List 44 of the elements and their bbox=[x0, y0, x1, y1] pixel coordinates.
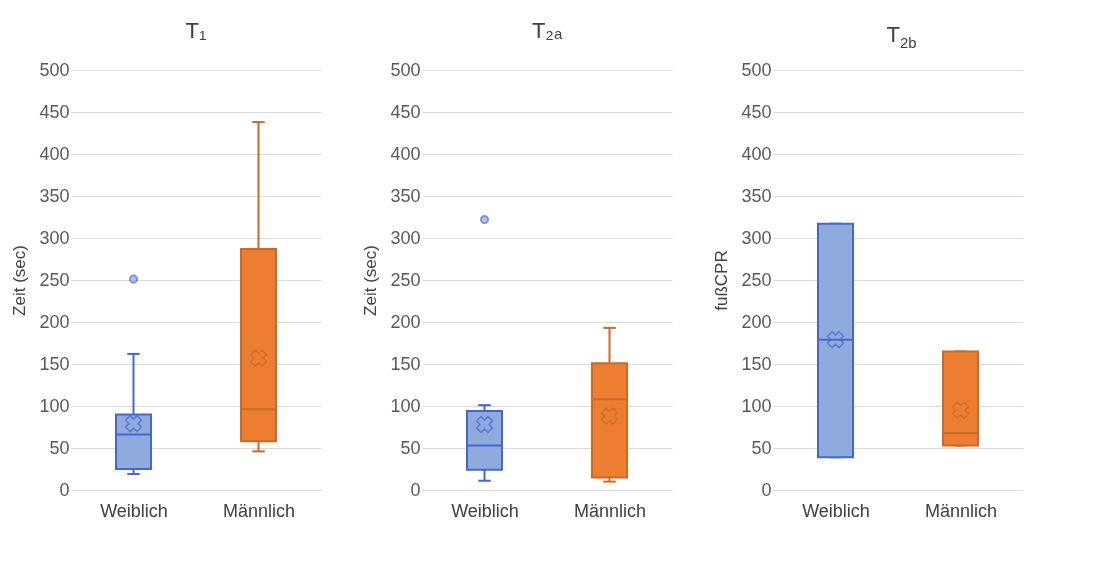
x-tick-label: Weiblich bbox=[802, 500, 870, 521]
x-tick-label: Männlich bbox=[573, 500, 647, 521]
y-tick-label: 50 bbox=[400, 437, 421, 458]
y-tick-label: 200 bbox=[390, 311, 421, 332]
y-tick-label: 300 bbox=[741, 227, 772, 248]
y-tick-label: 0 bbox=[410, 479, 421, 500]
y-tick-label: 50 bbox=[49, 437, 70, 458]
y-tick-label: 250 bbox=[39, 269, 70, 290]
x-tick-label: Weiblich bbox=[100, 500, 168, 521]
y-tick-label: 300 bbox=[39, 227, 70, 248]
y-tick-label: 450 bbox=[741, 101, 772, 122]
y-tick-label: 400 bbox=[390, 143, 421, 164]
x-tick-label: Männlich bbox=[222, 500, 296, 521]
y-tick-label: 350 bbox=[390, 185, 421, 206]
y-tick-label: 350 bbox=[39, 185, 70, 206]
x-tick-label: Weiblich bbox=[451, 500, 519, 521]
y-axis-title: Zeit (sec) bbox=[361, 245, 381, 316]
y-tick-label: 450 bbox=[39, 101, 70, 122]
y-tick-label: 250 bbox=[741, 269, 772, 290]
y-axis-title: fußCPR bbox=[712, 250, 732, 311]
y-tick-label: 500 bbox=[39, 59, 70, 80]
y-tick-label: 150 bbox=[39, 353, 70, 374]
y-tick-label: 50 bbox=[751, 437, 772, 458]
y-tick-label: 400 bbox=[39, 143, 70, 164]
chart-title: T₂ₐ bbox=[531, 18, 563, 43]
y-tick-label: 200 bbox=[39, 311, 70, 332]
y-tick-label: 350 bbox=[741, 185, 772, 206]
y-tick-label: 450 bbox=[390, 101, 421, 122]
y-tick-label: 100 bbox=[741, 395, 772, 416]
y-tick-label: 150 bbox=[390, 353, 421, 374]
y-axis-title: Zeit (sec) bbox=[10, 245, 30, 316]
y-tick-label: 400 bbox=[741, 143, 772, 164]
y-tick-label: 0 bbox=[59, 479, 70, 500]
y-tick-label: 200 bbox=[741, 311, 772, 332]
x-tick-label: Männlich bbox=[924, 500, 998, 521]
y-tick-label: 0 bbox=[761, 479, 772, 500]
y-tick-label: 300 bbox=[390, 227, 421, 248]
y-tick-label: 500 bbox=[390, 59, 421, 80]
y-tick-label: 150 bbox=[741, 353, 772, 374]
y-tick-label: 100 bbox=[390, 395, 421, 416]
y-tick-label: 100 bbox=[39, 395, 70, 416]
y-tick-label: 500 bbox=[741, 59, 772, 80]
chart-title: T₁ bbox=[185, 18, 207, 43]
y-tick-label: 250 bbox=[390, 269, 421, 290]
